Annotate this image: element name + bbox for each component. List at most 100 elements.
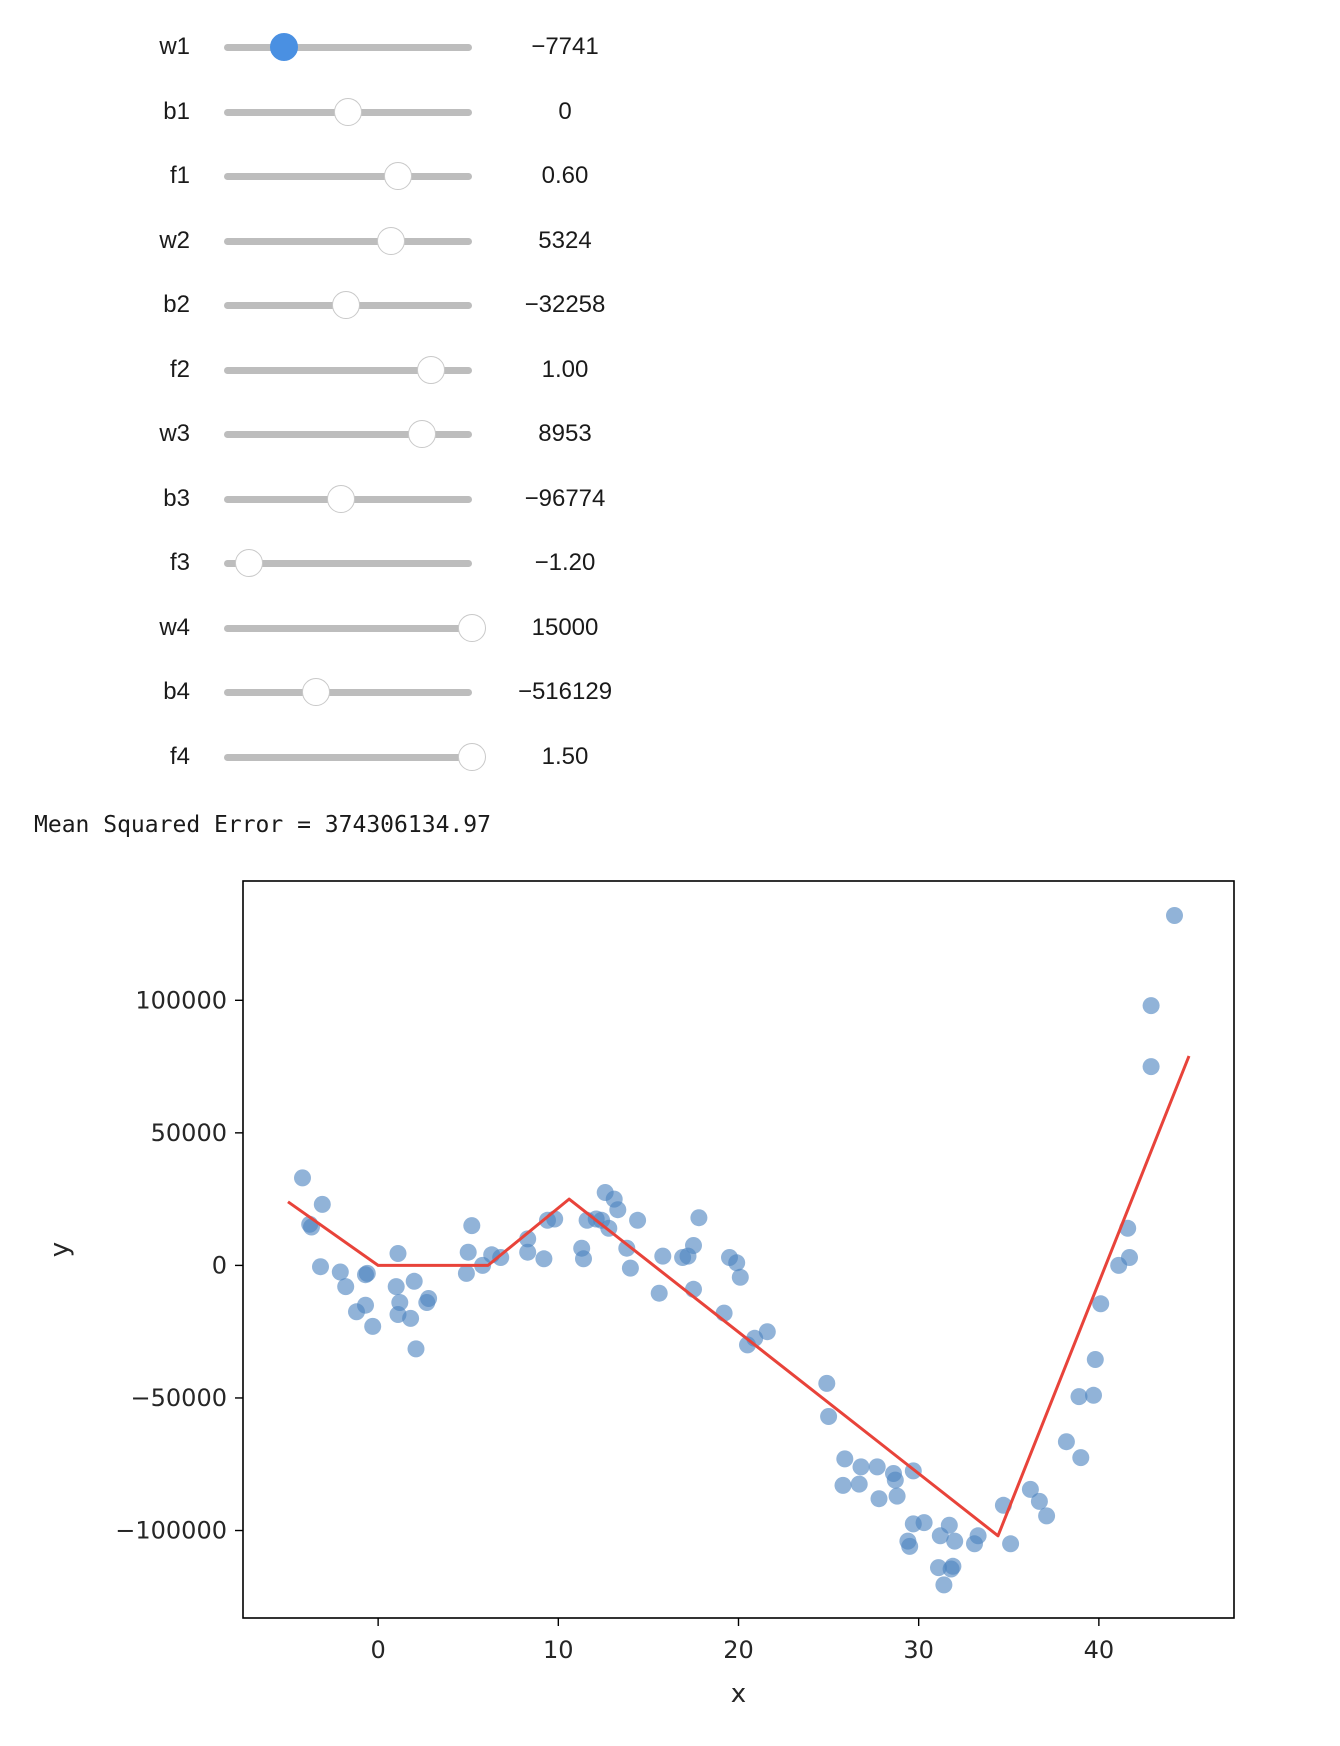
slider-track-f4[interactable] [224,753,472,761]
slider-handle-f3[interactable] [234,549,263,577]
data-point [1166,907,1183,924]
slider-row-f2: f2 1.00 [0,350,700,390]
slider-value-w4: 15000 [531,613,599,641]
data-point [886,1471,904,1489]
slider-label-f1: f1 [169,162,190,189]
data-point [870,1490,888,1508]
slider-label-w1: w1 [159,33,190,60]
slider-row-w3: w3 8953 [0,414,700,454]
data-point [820,1408,838,1425]
data-point [915,1514,933,1532]
data-point [758,1323,776,1341]
x-tick-label: 40 [1084,1636,1115,1664]
data-point [629,1211,647,1229]
slider-value-f3: −1.20 [534,549,596,576]
data-point [901,1537,919,1555]
slider-handle-w3[interactable] [408,420,437,448]
x-axis-label: x [731,1679,746,1709]
data-point [685,1237,702,1254]
data-point [944,1557,962,1575]
data-point [1092,1295,1110,1313]
slider-handle-w1[interactable] [269,33,298,61]
slider-row-b4: b4 −516129 [0,672,700,712]
data-point [463,1217,481,1235]
data-point [728,1254,746,1272]
data-point [946,1532,964,1550]
data-point [654,1247,672,1265]
mean-squared-error-readout: Mean Squared Error = 374306134.97 [34,812,491,838]
data-point [1142,1058,1160,1076]
data-point [312,1258,329,1276]
data-point [575,1250,592,1268]
slider-label-b4: b4 [163,678,190,705]
slider-row-w2: w2 5324 [0,221,700,261]
slider-handle-b2[interactable] [331,291,360,319]
slider-track-w4[interactable] [224,624,472,632]
data-point [852,1458,870,1476]
slider-label-w3: w3 [159,420,190,447]
slider-row-b1: b1 0 [0,92,700,132]
data-point [294,1169,311,1187]
slider-track-f1[interactable] [224,173,472,180]
slider-label-w4: w4 [159,613,190,641]
slider-value-f1: 0.60 [541,162,589,189]
slider-handle-f4[interactable] [458,742,486,771]
slider-handle-w2[interactable] [377,226,406,255]
data-point [407,1340,425,1358]
slider-label-b1: b1 [163,97,190,125]
data-point [888,1487,906,1505]
data-point [818,1374,836,1392]
data-point [834,1476,852,1494]
data-point [940,1516,958,1534]
y-tick-label: 0 [212,1251,227,1279]
slider-value-f4: 1.50 [541,742,589,770]
slider-handle-w4[interactable] [458,613,486,642]
x-tick-label: 20 [723,1636,754,1664]
x-tick-label: 30 [903,1636,934,1664]
data-point [1002,1535,1020,1553]
fit-line-layer [287,1055,1191,1538]
data-point [836,1450,854,1468]
data-point [402,1309,420,1327]
slider-row-f4: f4 1.50 [0,737,700,777]
data-point [1057,1433,1075,1451]
y-tick-label: −100000 [115,1517,227,1545]
slider-handle-b4[interactable] [301,678,330,706]
slider-label-b2: b2 [163,291,190,318]
data-points [294,907,1183,1594]
slider-handle-b1[interactable] [334,97,362,126]
slider-handle-f2[interactable] [417,355,446,384]
slider-row-f3: f3 −1.20 [0,543,700,583]
y-tick-label: −50000 [131,1384,227,1412]
slider-track-b4[interactable] [224,689,472,696]
data-point [850,1475,868,1493]
slider-handle-f1[interactable] [383,162,412,190]
slider-track-f3[interactable] [224,560,472,567]
data-point [935,1576,953,1594]
data-point [731,1268,749,1286]
slider-label-w2: w2 [159,226,190,254]
data-point [969,1527,987,1545]
data-point [1030,1492,1048,1510]
slider-track-w2[interactable] [224,237,472,245]
slider-label-f3: f3 [169,549,190,576]
slider-row-w4: w4 15000 [0,608,700,648]
data-point [337,1278,355,1296]
slider-value-b3: −96774 [524,484,606,512]
slider-row-b3: b3 −96774 [0,479,700,519]
slider-value-b4: −516129 [517,678,613,705]
slider-label-b3: b3 [163,484,190,512]
slider-row-f1: f1 0.60 [0,156,700,196]
data-point [690,1209,708,1227]
data-point [459,1243,477,1261]
slider-value-b2: −32258 [524,291,606,318]
data-point [358,1264,376,1282]
slider-value-f2: 1.00 [541,355,589,383]
y-axis-label: y [45,1242,75,1257]
slider-track-w3[interactable] [224,431,472,438]
slider-track-f2[interactable] [224,366,472,374]
scatter-chart: 0 10 20 30 40 −100000 −50000 0 50000 100000 x y [45,880,1235,1709]
slider-track-w1[interactable] [224,44,472,51]
slider-handle-b3[interactable] [326,484,355,513]
data-point [519,1243,537,1261]
